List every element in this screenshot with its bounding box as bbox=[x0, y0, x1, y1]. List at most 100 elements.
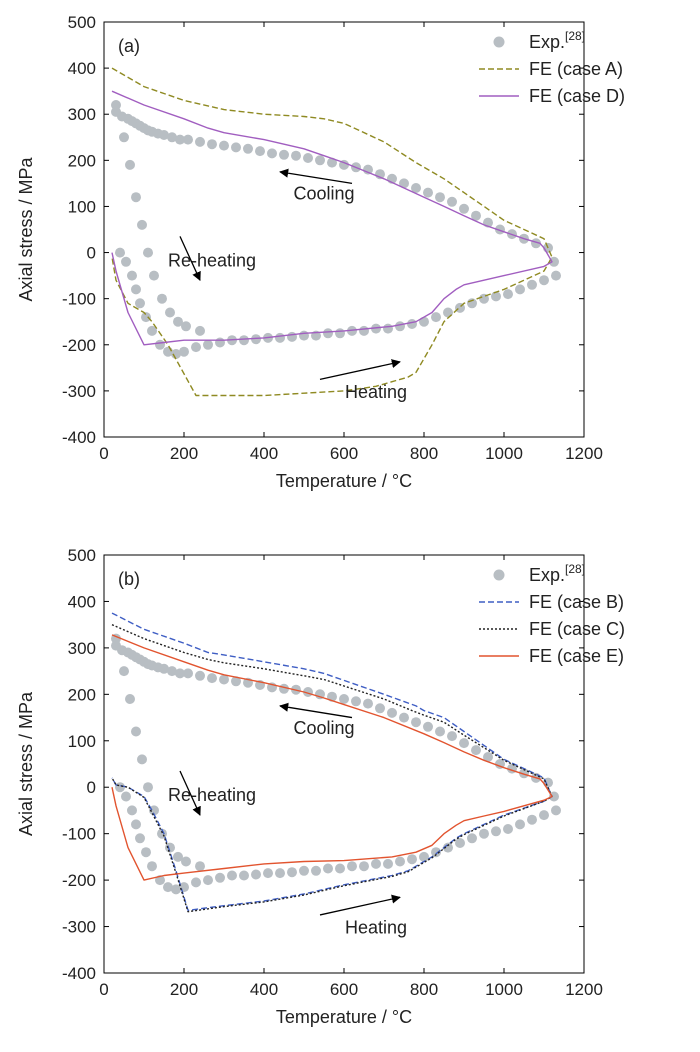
data-point bbox=[431, 312, 441, 323]
data-point bbox=[395, 856, 405, 867]
data-point bbox=[191, 877, 201, 888]
data-point bbox=[359, 325, 369, 336]
data-point bbox=[159, 130, 169, 140]
data-point bbox=[549, 791, 559, 802]
plot-area bbox=[111, 67, 561, 397]
series-exp-markers bbox=[111, 100, 561, 359]
data-point bbox=[121, 256, 131, 267]
data-point bbox=[503, 289, 513, 300]
legend-superscript: [28] bbox=[565, 29, 585, 43]
data-point bbox=[147, 861, 157, 872]
y-tick-label: 300 bbox=[68, 639, 96, 658]
y-tick-label: 400 bbox=[68, 59, 96, 78]
y-tick-label: -300 bbox=[62, 918, 96, 937]
data-point bbox=[181, 321, 191, 332]
annotation-arrow bbox=[179, 236, 201, 282]
data-point bbox=[359, 861, 369, 872]
data-point bbox=[303, 153, 313, 163]
data-point bbox=[219, 140, 229, 151]
data-point bbox=[515, 284, 525, 295]
y-tick-label: 0 bbox=[87, 244, 96, 263]
data-point bbox=[447, 196, 457, 207]
x-axis-label: Temperature / °C bbox=[276, 1007, 412, 1027]
data-point bbox=[459, 203, 469, 214]
legend-entry: FE (case E) bbox=[529, 646, 624, 666]
data-point bbox=[251, 334, 261, 345]
data-point bbox=[323, 328, 333, 339]
y-axis-label: Axial stress / MPa bbox=[16, 691, 36, 836]
legend-marker bbox=[493, 569, 505, 581]
data-point bbox=[539, 275, 549, 286]
data-point bbox=[423, 187, 433, 198]
data-point bbox=[399, 178, 409, 189]
data-point bbox=[131, 192, 141, 203]
data-point bbox=[147, 325, 157, 336]
data-point bbox=[171, 349, 181, 359]
series-line-3 bbox=[111, 634, 553, 881]
data-point bbox=[143, 782, 153, 793]
x-tick-label: 400 bbox=[250, 980, 278, 999]
y-tick-label: -400 bbox=[62, 428, 96, 447]
data-point bbox=[443, 307, 453, 318]
data-point bbox=[443, 842, 453, 853]
x-tick-label: 600 bbox=[330, 980, 358, 999]
legend-entry: Exp.[28] bbox=[529, 562, 585, 585]
panel-label: (b) bbox=[118, 569, 140, 589]
data-point bbox=[159, 663, 169, 674]
data-point bbox=[527, 279, 537, 290]
series-line-2 bbox=[111, 90, 553, 346]
panel-label: (a) bbox=[118, 36, 140, 56]
annotation-label: Re-heating bbox=[168, 785, 256, 805]
data-point bbox=[267, 148, 277, 159]
data-point bbox=[435, 726, 445, 737]
data-point bbox=[299, 865, 309, 876]
data-point bbox=[191, 342, 201, 353]
y-tick-label: 500 bbox=[68, 13, 96, 32]
data-point bbox=[399, 712, 409, 723]
data-point bbox=[471, 745, 481, 756]
data-point bbox=[299, 330, 309, 341]
data-point bbox=[121, 791, 131, 802]
data-point bbox=[131, 284, 141, 295]
y-tick-label: 0 bbox=[87, 778, 96, 797]
data-point bbox=[175, 668, 185, 679]
data-point bbox=[125, 694, 135, 704]
data-point bbox=[239, 335, 249, 346]
data-point bbox=[149, 805, 159, 816]
y-tick-label: 500 bbox=[68, 546, 96, 565]
data-point bbox=[419, 851, 429, 862]
data-point bbox=[167, 666, 177, 677]
legend-entry: Exp.[28] bbox=[529, 29, 585, 52]
y-axis-label: Axial stress / MPa bbox=[16, 156, 36, 301]
data-point bbox=[539, 810, 549, 821]
data-point bbox=[383, 323, 393, 334]
data-point bbox=[203, 875, 213, 886]
data-point bbox=[135, 298, 145, 309]
x-tick-label: 0 bbox=[99, 980, 108, 999]
data-point bbox=[311, 865, 321, 876]
legend: Exp.[28] FE (case A) FE (case D) bbox=[479, 29, 625, 106]
data-point bbox=[371, 323, 381, 334]
annotation-label: Re-heating bbox=[168, 250, 256, 270]
data-point bbox=[351, 696, 361, 707]
data-point bbox=[407, 319, 417, 329]
data-point bbox=[411, 183, 421, 193]
data-point bbox=[115, 247, 125, 258]
legend-entry: FE (case B) bbox=[529, 592, 624, 612]
data-point bbox=[119, 132, 129, 143]
data-point bbox=[551, 270, 561, 281]
y-tick-label: -100 bbox=[62, 825, 96, 844]
x-tick-label: 1200 bbox=[565, 444, 603, 463]
data-point bbox=[181, 856, 191, 867]
data-point bbox=[215, 872, 225, 883]
data-point bbox=[141, 312, 151, 323]
annotation-arrow bbox=[279, 702, 353, 719]
y-tick-label: -200 bbox=[62, 336, 96, 355]
data-point bbox=[411, 717, 421, 728]
data-point bbox=[287, 867, 297, 878]
data-point bbox=[141, 847, 151, 858]
data-point bbox=[125, 159, 135, 170]
data-point bbox=[323, 863, 333, 874]
data-point bbox=[275, 332, 285, 343]
